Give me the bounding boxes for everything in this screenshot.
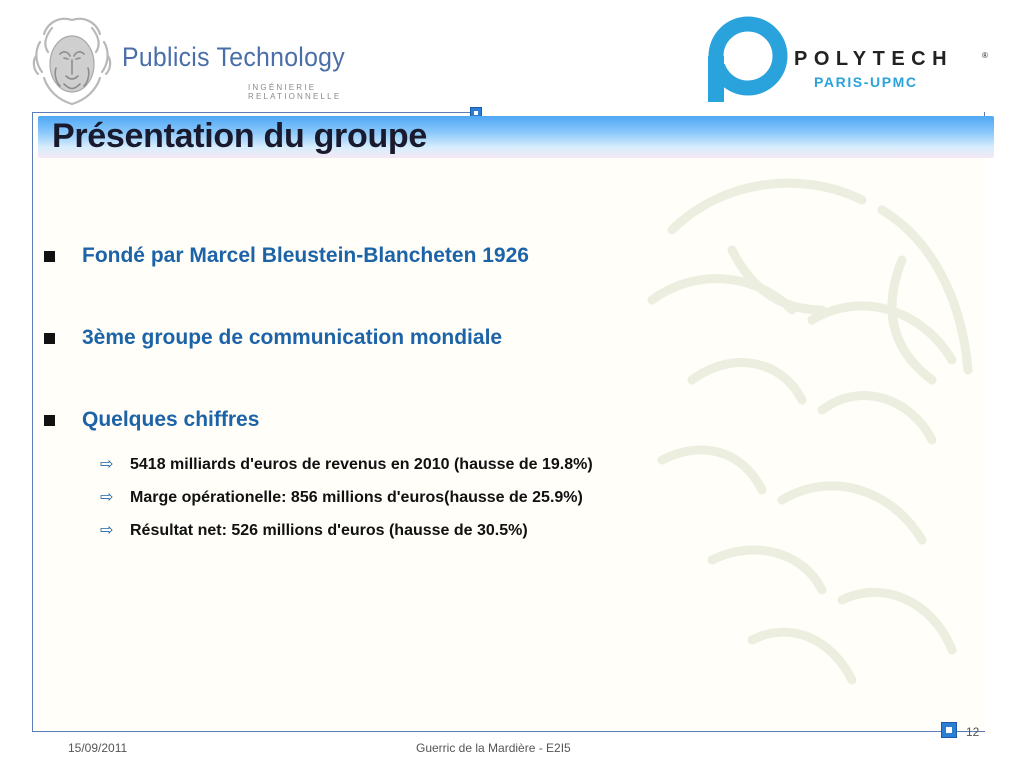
bullet-item: 3ème groupe de communication mondiale <box>44 322 844 404</box>
page-title: Présentation du groupe <box>52 117 427 155</box>
bullet-item: Fondé par Marcel Bleustein-Blancheten 19… <box>44 240 844 322</box>
lion-head-icon <box>32 17 112 106</box>
bullet-text: Quelques chiffres <box>82 408 260 431</box>
bullet-text: 3ème groupe de communication mondiale <box>82 326 503 349</box>
page-corner-square <box>941 722 957 738</box>
polytech-registered-mark: ® <box>982 51 988 60</box>
polytech-name: POLYTECH <box>794 48 954 70</box>
sub-bullet-list: ⇨ 5418 milliards d'euros de revenus en 2… <box>100 454 900 553</box>
publicis-brand-name: Publicis Technology <box>122 42 345 72</box>
footer-author: Guerric de la Mardière - E2I5 <box>416 741 571 755</box>
polytech-logo: POLYTECH ® PARIS-UPMC <box>702 14 1002 108</box>
sub-bullet-item: ⇨ 5418 milliards d'euros de revenus en 2… <box>100 454 900 487</box>
bullet-text: Fondé par Marcel Bleustein-Blancheten 19… <box>82 244 529 267</box>
bullet-item: Quelques chiffres <box>44 404 844 454</box>
bullet-list: Fondé par Marcel Bleustein-Blancheten 19… <box>44 240 844 553</box>
frame-top-line <box>32 112 474 113</box>
square-bullet-icon <box>44 415 55 426</box>
slide-frame <box>32 112 985 732</box>
polytech-p-icon <box>708 16 788 102</box>
sub-bullet-text: 5418 milliards d'euros de revenus en 201… <box>130 456 593 473</box>
publicis-tagline: INGÉNIERIE RELATIONNELLE <box>248 83 342 101</box>
publicis-logo: Publicis Technology INGÉNIERIE RELATIONN… <box>30 12 410 110</box>
title-band <box>38 116 994 158</box>
sub-bullet-text: Résultat net: 526 millions d'euros (haus… <box>130 522 528 539</box>
arrow-right-icon: ⇨ <box>100 489 114 506</box>
sub-bullet-item: ⇨ Marge opérationelle: 856 millions d'eu… <box>100 487 900 520</box>
square-bullet-icon <box>44 251 55 262</box>
polytech-subtitle: PARIS-UPMC <box>814 74 918 90</box>
lion-watermark-icon <box>647 178 973 685</box>
footer-date: 15/09/2011 <box>68 741 128 755</box>
sub-bullet-item: ⇨ Résultat net: 526 millions d'euros (ha… <box>100 520 900 553</box>
square-bullet-icon <box>44 333 55 344</box>
arrow-right-icon: ⇨ <box>100 456 114 473</box>
sub-bullet-text: Marge opérationelle: 856 millions d'euro… <box>130 489 583 506</box>
page-number: 12 <box>966 725 980 739</box>
arrow-right-icon: ⇨ <box>100 522 114 539</box>
